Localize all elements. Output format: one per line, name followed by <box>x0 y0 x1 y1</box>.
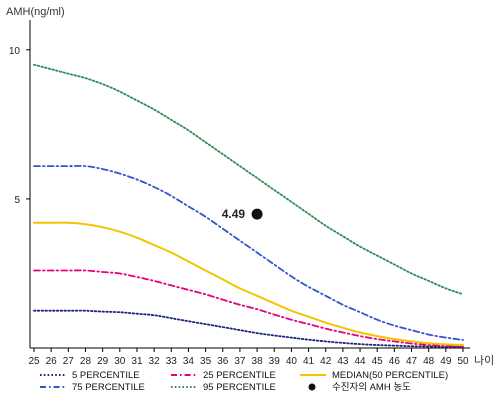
x-tick-label: 46 <box>389 356 401 367</box>
legend-marker-patient-amh <box>308 383 316 391</box>
y-ticks: 5 10 <box>9 46 30 206</box>
legend-label-25-percentile: 25 PERCENTILE <box>203 370 276 381</box>
x-tick-label: 37 <box>234 356 246 367</box>
x-tick-label: 29 <box>97 356 109 367</box>
legend-label-95-percentile: 95 PERCENTILE <box>203 382 276 393</box>
x-tick-label: 41 <box>303 356 315 367</box>
x-tick-label: 40 <box>286 356 298 367</box>
x-tick-label: 35 <box>200 356 212 367</box>
x-tick-label: 45 <box>372 356 384 367</box>
series-line-95-percentile <box>33 63 464 296</box>
x-tick-label: 39 <box>269 356 281 367</box>
y-tick-label: 5 <box>14 195 20 206</box>
x-tick-label: 32 <box>149 356 161 367</box>
y-axis-label: AMH(ng/ml) <box>6 6 65 18</box>
series-line-median-50-percentile <box>33 221 464 346</box>
x-tick-label: 36 <box>217 356 229 367</box>
series-line-75-percentile <box>33 164 464 341</box>
x-tick-label: 48 <box>423 356 435 367</box>
legend: 5 PERCENTILE 25 PERCENTILE MEDIAN(50 PERCE… <box>40 370 448 393</box>
patient-amh-point <box>251 208 263 220</box>
x-tick-label: 42 <box>320 356 332 367</box>
data-points: 4.49 <box>222 207 263 221</box>
x-tick-label: 49 <box>440 356 452 367</box>
x-tick-label: 44 <box>354 356 366 367</box>
x-tick-label: 30 <box>114 356 126 367</box>
x-tick-label: 27 <box>63 356 75 367</box>
x-tick-label: 25 <box>28 356 40 367</box>
series-line-5-percentile <box>33 309 464 348</box>
series-lines <box>33 63 464 348</box>
x-axis-label: 나이 <box>474 354 494 367</box>
y-tick-label: 10 <box>9 46 21 57</box>
x-tick-label: 50 <box>457 356 469 367</box>
x-tick-label: 26 <box>46 356 58 367</box>
x-tick-label: 31 <box>131 356 143 367</box>
x-tick-label: 34 <box>183 356 195 367</box>
plot-area: AMH(ng/ml) 나이 5 10 25 26 27 28 29 30 31 32 33 34 35… <box>6 6 494 367</box>
x-tick-label: 38 <box>252 356 264 367</box>
x-tick-label: 28 <box>80 356 92 367</box>
x-tick-label: 43 <box>337 356 349 367</box>
legend-label-5-percentile: 5 PERCENTILE <box>72 370 140 381</box>
x-tick-label: 33 <box>166 356 178 367</box>
patient-amh-value-label: 4.49 <box>222 207 246 221</box>
legend-label-patient-amh: 수진자의 AMH 농도 <box>332 382 411 393</box>
series-line-25-percentile <box>33 269 464 348</box>
legend-label-median-50-percentile: MEDIAN(50 PERCENTILE) <box>332 370 448 381</box>
legend-label-75-percentile: 75 PERCENTILE <box>72 382 145 393</box>
x-tick-label: 47 <box>406 356 418 367</box>
x-ticks: 25 26 27 28 29 30 31 32 33 34 35 36 37 38 39 40 41 42 43 44… <box>28 348 469 367</box>
